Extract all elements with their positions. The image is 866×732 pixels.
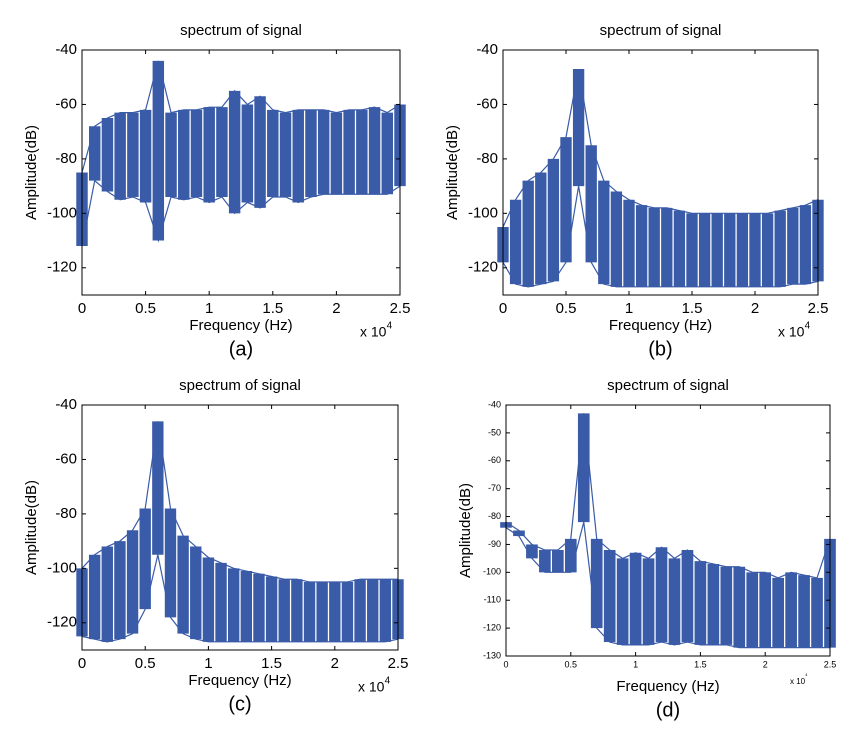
y-tick-label: -50 <box>488 427 501 437</box>
chart-title: spectrum of signal <box>180 22 302 39</box>
y-tick-label: -120 <box>47 614 77 631</box>
y-tick-label: -120 <box>483 622 501 632</box>
x-axis-label: Frequency (Hz) <box>616 678 719 695</box>
x-tick-label: 2 <box>332 300 340 317</box>
chart-title: spectrum of signal <box>607 377 729 394</box>
x-scale-label: x 10 <box>360 324 387 340</box>
y-tick-label: -70 <box>488 483 501 493</box>
x-tick-label: 1.5 <box>694 660 707 670</box>
plot-frame <box>502 49 819 296</box>
x-tick-label: 0.5 <box>135 655 156 672</box>
x-tick-label: 1 <box>625 300 633 317</box>
y-tick-label: -60 <box>476 95 498 112</box>
y-tick-label: -100 <box>47 559 77 576</box>
y-tick-label: -120 <box>468 259 498 276</box>
chart-title: spectrum of signal <box>600 22 722 39</box>
x-tick-label: 2.5 <box>824 660 837 670</box>
x-tick-label: 0.5 <box>565 660 578 670</box>
x-tick-label: 1.5 <box>262 300 283 317</box>
x-scale-exponent: 4 <box>805 672 808 677</box>
chart-title: spectrum of signal <box>179 377 301 394</box>
x-tick-label: 1 <box>633 660 638 670</box>
x-tick-label: 0 <box>78 655 86 672</box>
y-axis-label: Amplitude(dB) <box>457 483 474 578</box>
panel: spectrum of signal -130 -120 -110 -100 -90 -80… <box>457 377 836 721</box>
x-tick-label: 0 <box>499 300 507 317</box>
y-tick-label: -100 <box>47 204 77 221</box>
x-scale-exponent: 4 <box>385 676 391 687</box>
x-tick-label: 2 <box>331 655 339 672</box>
x-tick-label: 1.5 <box>682 300 703 317</box>
x-scale-label: x 10 <box>778 324 805 340</box>
y-tick-label: -80 <box>476 150 498 167</box>
y-axis-label: Amplitude(dB) <box>23 480 40 575</box>
y-tick-label: -40 <box>55 396 77 413</box>
y-tick-label: -60 <box>488 455 501 465</box>
x-tick-label: 2.5 <box>388 655 409 672</box>
y-tick-label: -60 <box>55 95 77 112</box>
spectrum-edge <box>505 521 830 649</box>
caption: (d) <box>656 699 680 721</box>
panel: spectrum of signal -120 -100 -80 -60 -40 0 0.5 1… <box>23 22 410 360</box>
x-tick-label: 0.5 <box>556 300 577 317</box>
x-scale-exponent: 4 <box>805 321 811 332</box>
x-scale-exponent: 4 <box>387 321 393 332</box>
plot-frame <box>81 49 401 296</box>
panel: spectrum of signal -120 -100 -80 -60 -40 0 0.5 1… <box>23 377 408 715</box>
x-scale-label: x 10 <box>358 679 385 695</box>
spectrum-edge <box>81 421 398 583</box>
spectrum-edge <box>81 60 401 173</box>
y-tick-label: -100 <box>483 567 501 577</box>
x-tick-label: 0 <box>503 660 508 670</box>
y-tick-label: -110 <box>484 595 501 605</box>
x-axis-label: Frequency (Hz) <box>609 317 712 334</box>
x-scale-label: x 10 <box>790 677 806 686</box>
y-tick-label: -80 <box>55 505 77 522</box>
plot-frame <box>505 404 831 657</box>
y-tick-label: -80 <box>488 511 501 521</box>
x-tick-label: 1 <box>205 300 213 317</box>
spectrum-edge <box>81 179 401 247</box>
y-tick-label: -120 <box>47 259 77 276</box>
spectrum-edge <box>502 68 819 228</box>
caption: (b) <box>648 338 672 360</box>
x-tick-label: 1 <box>204 655 212 672</box>
x-tick-label: 1.5 <box>261 655 282 672</box>
y-tick-label: -40 <box>488 399 501 409</box>
y-tick-label: -40 <box>55 41 77 58</box>
spectrum-edge <box>505 413 831 579</box>
spectrum-edge <box>502 186 819 288</box>
y-tick-label: -90 <box>488 539 501 549</box>
x-axis-label: Frequency (Hz) <box>188 672 291 689</box>
x-tick-label: 2.5 <box>390 300 411 317</box>
y-tick-label: -80 <box>55 150 77 167</box>
x-tick-label: 2 <box>763 660 768 670</box>
y-tick-label: -100 <box>468 204 498 221</box>
y-axis-label: Amplitude(dB) <box>444 125 461 220</box>
x-tick-label: 0 <box>78 300 86 317</box>
y-axis-label: Amplitude(dB) <box>23 125 40 220</box>
x-tick-label: 2 <box>751 300 759 317</box>
panel: spectrum of signal -120 -100 -80 -60 -40 0 0.5 1… <box>444 22 828 360</box>
x-tick-label: 2.5 <box>808 300 829 317</box>
y-tick-label: -60 <box>55 450 77 467</box>
spectrum-edge <box>81 554 399 643</box>
caption: (c) <box>228 693 251 715</box>
plot-frame <box>81 404 399 651</box>
caption: (a) <box>229 338 253 360</box>
x-tick-label: 0.5 <box>135 300 156 317</box>
x-axis-label: Frequency (Hz) <box>189 317 292 334</box>
y-tick-label: -40 <box>476 41 498 58</box>
y-tick-label: -130 <box>483 650 501 660</box>
